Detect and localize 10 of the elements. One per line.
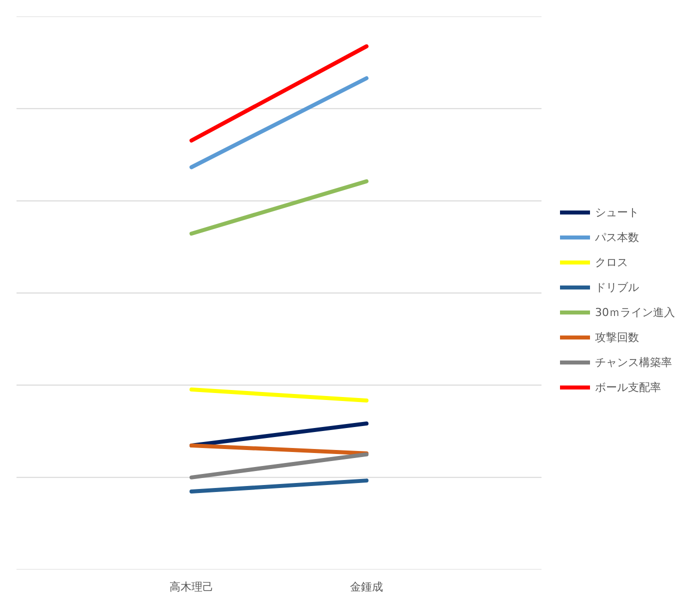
legend-label: ボール支配率	[595, 380, 661, 394]
x-tick-label: 金鍾成	[350, 580, 383, 594]
legend-label: チャンス構築率	[595, 354, 672, 370]
legend-label: パス本数	[595, 230, 639, 244]
x-tick-label: 高木理己	[170, 580, 214, 594]
legend-label: ドリブル	[595, 280, 639, 294]
legend-label: シュート	[595, 204, 639, 220]
legend-label: 攻撃回数	[595, 330, 639, 344]
legend-label: クロス	[595, 254, 628, 270]
legend-label: 30ｍライン進入	[595, 304, 675, 320]
